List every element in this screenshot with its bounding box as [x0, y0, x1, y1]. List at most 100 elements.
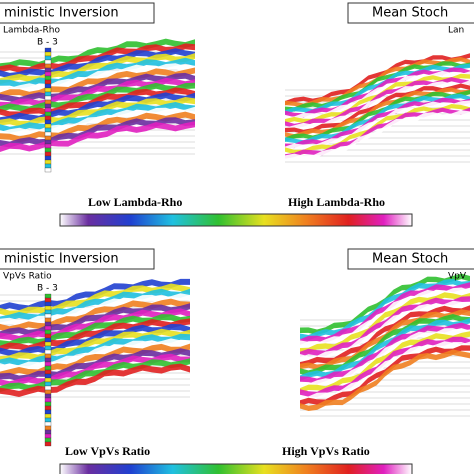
well-log: [44, 389, 52, 395]
well-log: [44, 79, 52, 85]
well-log: [44, 433, 52, 439]
well-log: [44, 397, 52, 403]
well-log: [44, 413, 52, 419]
title-box: [0, 2, 155, 24]
well-label: B - 3: [37, 38, 58, 48]
attribute-label: Lan: [448, 26, 464, 36]
well-log: [44, 377, 52, 383]
well-log: [44, 47, 52, 53]
well-log: [44, 305, 52, 311]
well-log: [44, 329, 52, 335]
well-log: [44, 151, 52, 157]
seismic-band: [300, 341, 470, 403]
colorbar: [59, 463, 413, 474]
well-log: [44, 385, 52, 391]
seismic-band: [300, 349, 470, 411]
well-label: B - 3: [37, 284, 58, 294]
well-log: [44, 111, 52, 117]
attribute-label: VpVs Ratio: [3, 272, 52, 282]
seismic-band: [285, 53, 470, 106]
well-log: [44, 107, 52, 113]
well-log: [44, 417, 52, 423]
well-log: [44, 429, 52, 435]
attribute-label: Lambda-Rho: [3, 26, 60, 36]
well-log: [44, 143, 52, 149]
panel-title: Mean Stoch: [372, 252, 448, 267]
well-log: [44, 341, 52, 347]
well-log: [44, 147, 52, 153]
seismic-band: [285, 61, 470, 112]
well-log: [44, 321, 52, 327]
well-log: [44, 67, 52, 73]
well-log: [44, 75, 52, 81]
well-log: [44, 115, 52, 121]
well-log: [44, 55, 52, 61]
well-log: [44, 361, 52, 367]
well-log: [44, 51, 52, 57]
well-log: [44, 373, 52, 379]
well-log: [44, 309, 52, 315]
well-log: [44, 123, 52, 129]
well-log: [44, 381, 52, 387]
low-label: Low Lambda-Rho: [88, 195, 182, 209]
well-log: [44, 369, 52, 375]
well-log: [44, 337, 52, 343]
panel-title: ministic Inversion: [4, 6, 119, 21]
title-box: [347, 2, 474, 24]
well-log: [44, 119, 52, 125]
well-log: [44, 87, 52, 93]
seismic-band: [285, 107, 470, 159]
well-log: [44, 99, 52, 105]
well-log: [44, 317, 52, 323]
well-log: [44, 159, 52, 165]
seismic-band: [285, 70, 470, 122]
well-log: [44, 293, 52, 299]
title-box: [0, 248, 155, 270]
seismic-band: [285, 110, 470, 161]
well-log: [44, 441, 52, 447]
panel-title: ministic Inversion: [4, 252, 119, 267]
well-log: [44, 313, 52, 319]
seismic-band: [300, 328, 470, 390]
well-log: [44, 163, 52, 169]
well-log: [44, 95, 52, 101]
title-box: [347, 248, 474, 270]
seismic-band: [300, 305, 470, 368]
well-log: [44, 353, 52, 359]
seismic-band: [300, 292, 470, 354]
attribute-label: VpV: [448, 272, 467, 282]
panel-title: Mean Stoch: [372, 6, 448, 21]
well-log: [44, 405, 52, 411]
well-log: [44, 135, 52, 141]
well-log: [44, 425, 52, 431]
well-log: [44, 63, 52, 69]
well-log: [44, 155, 52, 161]
well-log: [44, 167, 52, 173]
seismic-band: [300, 282, 470, 345]
well-log: [44, 393, 52, 399]
well-log: [44, 345, 52, 351]
seismic-band: [285, 90, 470, 142]
seismic-band: [285, 87, 470, 139]
well-log: [44, 365, 52, 371]
well-log: [44, 71, 52, 77]
seismic-band: [285, 97, 470, 149]
seismic-band: [285, 63, 470, 115]
well-log: [44, 139, 52, 145]
well-log: [44, 301, 52, 307]
well-log: [44, 127, 52, 133]
well-log: [44, 349, 52, 355]
low-label: Low VpVs Ratio: [65, 444, 150, 458]
seismic-band: [285, 80, 470, 133]
well-log: [44, 131, 52, 137]
seismic-band: [300, 279, 470, 341]
well-log: [44, 333, 52, 339]
well-log: [44, 325, 52, 331]
high-label: High VpVs Ratio: [282, 444, 370, 458]
well-log: [44, 357, 52, 363]
seismic-band: [300, 317, 470, 381]
well-log: [44, 421, 52, 427]
well-log: [44, 59, 52, 65]
colorbar: [59, 213, 413, 227]
